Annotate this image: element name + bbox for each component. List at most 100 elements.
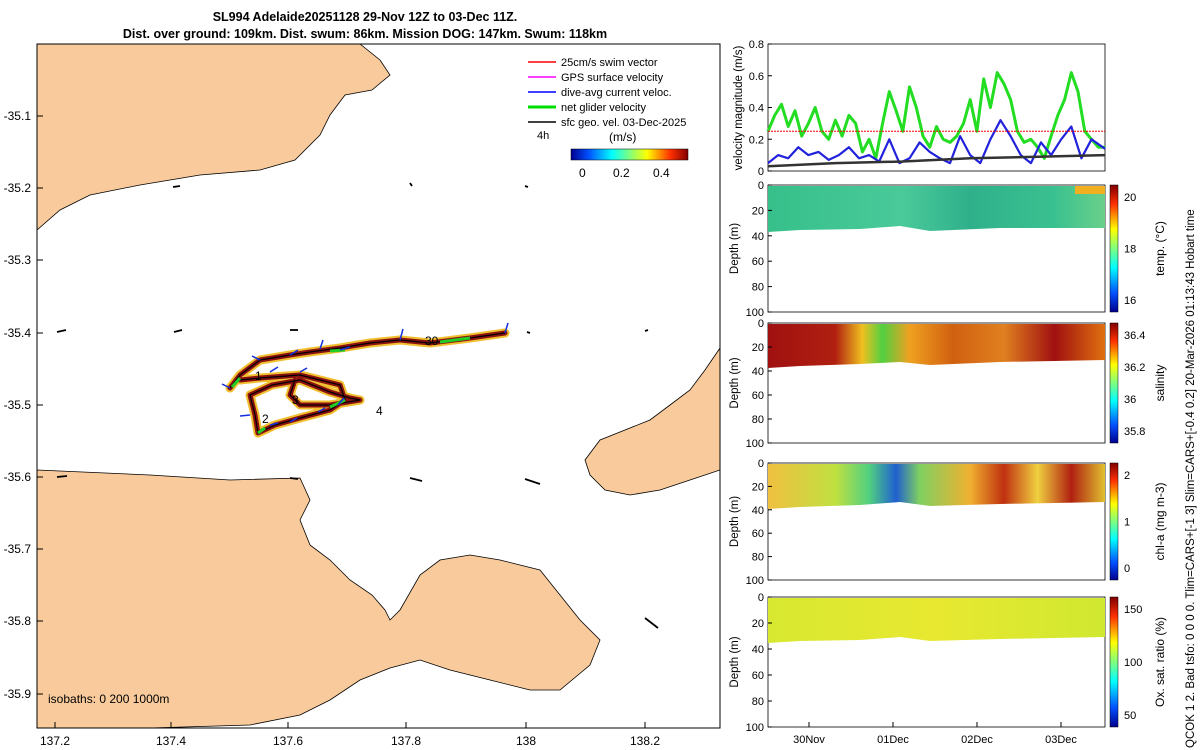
lon-tick-label: 137.4 [156,734,186,748]
depth-tick-label: 40 [752,644,764,656]
colorbar-label: Ox. sat. ratio (%) [1153,617,1167,707]
colorbar-tick-label: 50 [1124,710,1136,722]
lon-tick-label: 138 [516,734,536,748]
section-colorbar [1109,184,1119,313]
map-land [37,44,720,728]
colorbar-tick-label: 36.2 [1124,362,1145,374]
depth-tick-label: 40 [752,366,764,378]
isobath-label: isobaths: 0 200 1000m [48,692,169,706]
day-label: 3 [292,393,299,407]
depth-tick-label: 40 [752,505,764,517]
colorbar-tick-label: 2 [1124,470,1130,482]
current-vectors [221,322,509,426]
depth-tick-label: 40 [752,231,764,243]
depth-tick-label: 100 [746,438,764,450]
day-label: 1 [255,369,262,383]
velocity-series [766,71,1106,168]
section-colorbar [1109,462,1119,581]
depth-tick-label: 80 [752,696,764,708]
day-label: 2 [262,412,269,426]
lat-tick-label: -35.9 [4,687,32,701]
track-green-segments [230,336,471,435]
velocity-ytick-label: 0.6 [749,71,764,83]
colorbar-tick-label: 0 [1124,563,1130,575]
lon-tick-label: 137.2 [40,734,70,748]
depth-axis-label: Depth (m) [729,636,741,687]
lon-tick-label: 137.6 [273,734,303,748]
oxygen-field [768,598,1105,643]
velocity-ylabel: velocity magnitude (m/s) [733,46,745,171]
depth-axis-label: Depth (m) [729,357,741,408]
land-kangaroo-island [37,469,601,728]
lat-tick-label: -35.3 [4,253,32,267]
legend-label: net glider velocity [561,102,646,114]
depth-tick-label: 60 [752,390,764,402]
glider-track [225,328,510,438]
colorbar-tick: 0 [579,166,586,180]
colorbar-tick: 0.4 [653,166,670,180]
temperature-hot-patch [1075,186,1105,194]
map-colorbar-ticks: 0 0.2 0.4 [579,166,670,180]
map-frame [36,43,721,729]
depth-tick-label: 100 [746,575,764,587]
lon-tick-label: 138.2 [630,734,660,748]
velocity-ytick-label: 0.8 [749,39,764,51]
depth-axis-label: Depth (m) [729,223,741,274]
depth-tick-label: 0 [758,318,764,330]
depth-tick-label: 100 [746,722,764,734]
land-fleurieu-peninsula [584,347,720,496]
depth-tick-label: 20 [752,618,764,630]
legend-label: 25cm/s swim vector [561,57,658,69]
salinity-section [767,322,1106,444]
title-line-1: SL994 Adelaide20251128 29-Nov 12Z to 03-… [212,10,518,24]
colorbar-label: chl-a (mg m-3) [1153,482,1167,560]
lat-tick-label: -35.1 [4,109,32,123]
depth-tick-label: 20 [752,342,764,354]
section-colorbar [1109,322,1119,444]
date-tick-label: 03Dec [1045,734,1077,746]
date-tick-label: 01Dec [877,734,909,746]
velocity-y-axis: 0 0.2 0.4 0.6 0.8 [749,39,772,178]
depth-tick-label: 60 [752,256,764,268]
geostrophic-arrows [56,182,659,629]
temperature-section [767,184,1106,313]
depth-tick-label: 20 [752,205,764,217]
velocity-plot: 0 0.2 0.4 0.6 0.8 velocity magnitude (m/s) [733,39,1106,178]
map-lon-axis: 137.2 137.4 137.6 137.8 138 138.2 [40,722,660,748]
legend-label: GPS surface velocity [561,72,664,84]
colorbar-unit: (m/s) [609,130,636,144]
depth-tick-label: 0 [758,592,764,604]
depth-axis-label: Depth (m) [729,496,741,547]
lat-tick-label: -35.5 [4,398,32,412]
depth-tick-label: 20 [752,481,764,493]
depth-tick-label: 0 [758,180,764,192]
track-day-labels: 1 2 3 4 30 [255,334,439,426]
map-lat-axis: -35.1 -35.2 -35.3 -35.4 -35.5 -35.6 -35.7 -35.8… [4,109,43,701]
oxygen-section [767,596,1106,728]
side-annotation: QCOK 1 2. Bad tsfo: 0 0 0 0. Tlim=CARS+[… [1185,209,1197,748]
depth-tick-label: 100 [746,307,764,319]
velocity-series-line [766,71,1105,160]
lat-tick-label: -35.6 [4,470,32,484]
colorbar-tick-label: 36 [1124,394,1136,406]
colorbar-tick-label: 18 [1124,244,1136,256]
side-annotation-text: QCOK 1 2. Bad tsfo: 0 0 0 0. Tlim=CARS+[… [1185,209,1197,748]
depth-tick-label: 80 [752,552,764,564]
temperature-field [768,186,1105,232]
time-axis: 30Nov 01Dec 02Dec 03Dec [793,722,1077,746]
chlorophyll-field [768,464,1105,509]
colorbar-tick-label: 150 [1124,604,1142,616]
lon-tick-label: 137.8 [391,734,421,748]
salinity-field [768,324,1105,368]
colorbar-label: temp. (°C) [1153,221,1167,276]
title-line-2: Dist. over ground: 109km. Dist. swum: 86… [122,27,608,41]
colorbar-tick-label: 1 [1124,517,1130,529]
land-mainland-north [37,44,391,231]
velocity-series-line [767,119,1106,165]
day-label: 30 [425,334,439,348]
colorbar-label: salinity [1153,365,1167,402]
section-colorbar [1109,596,1119,728]
day-label: 4 [376,404,383,418]
depth-tick-label: 60 [752,528,764,540]
